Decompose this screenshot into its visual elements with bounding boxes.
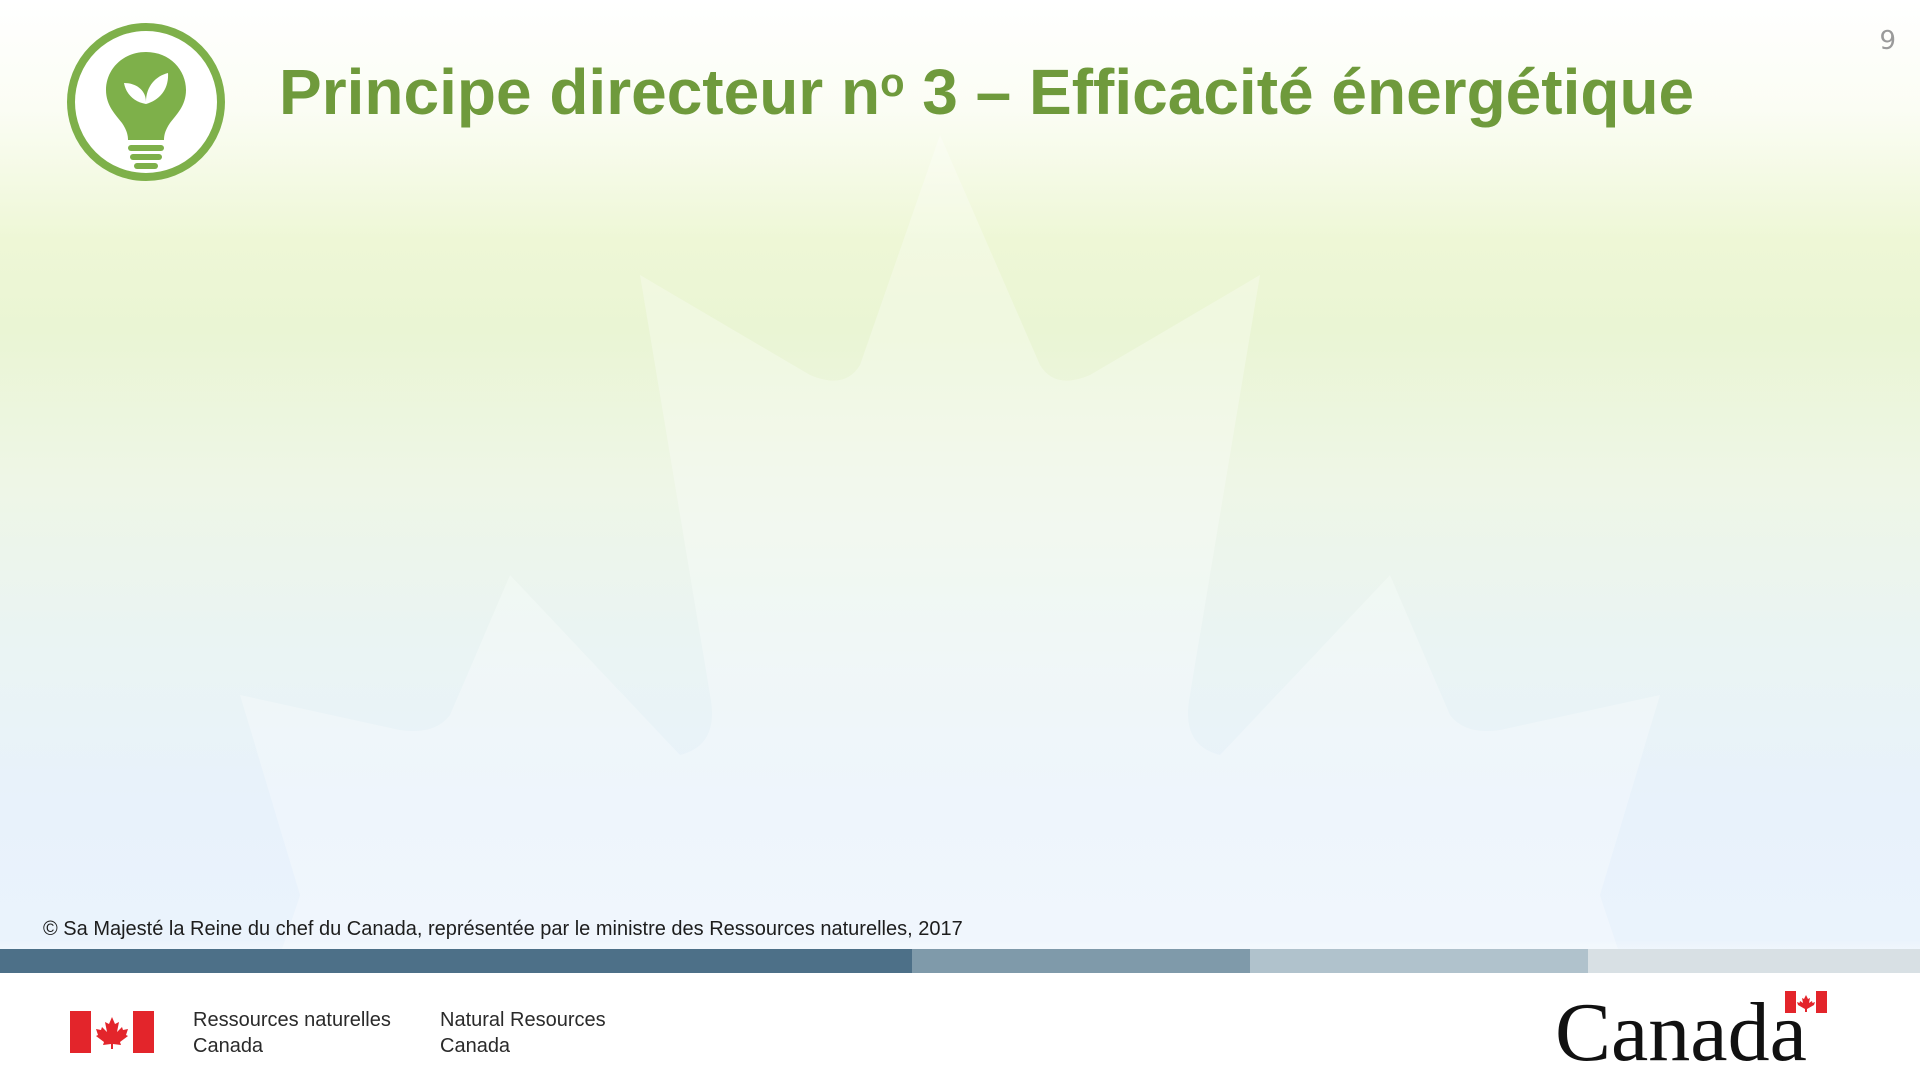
footer-color-bars bbox=[0, 949, 1920, 973]
lightbulb-leaf-icon bbox=[67, 23, 225, 181]
bar-segment-4 bbox=[1588, 949, 1920, 973]
bar-segment-3 bbox=[1250, 949, 1588, 973]
copyright-notice: © Sa Majesté la Reine du chef du Canada,… bbox=[43, 918, 963, 940]
department-fr-line-2: Canada bbox=[193, 1035, 264, 1057]
page-number: 9 bbox=[1879, 26, 1896, 56]
department-name-en: Natural Resources Canada bbox=[440, 1007, 606, 1059]
department-en-line-2: Canada bbox=[440, 1035, 511, 1057]
bar-segment-1 bbox=[0, 949, 912, 973]
title-rest: 3 – Efficacité énergétique bbox=[904, 56, 1695, 128]
wordmark-text: Canada bbox=[1555, 986, 1807, 1079]
bar-segment-2 bbox=[912, 949, 1250, 973]
canada-flag-icon bbox=[70, 1011, 154, 1053]
title-superscript: o bbox=[880, 61, 905, 105]
department-name-fr: Ressources naturelles Canada bbox=[193, 1007, 391, 1059]
footer: Ressources naturelles Canada Natural Res… bbox=[0, 973, 1920, 1080]
title-main: Principe directeur n bbox=[279, 56, 881, 128]
maple-leaf-watermark-icon bbox=[240, 135, 1660, 955]
slide-title: Principe directeur no 3 – Efficacité éne… bbox=[279, 55, 1694, 129]
wordmark-flag-icon bbox=[1785, 991, 1827, 1013]
department-fr-line-1: Ressources naturelles bbox=[193, 1009, 391, 1031]
canada-wordmark: Canada bbox=[1555, 991, 1830, 1075]
department-en-line-1: Natural Resources bbox=[440, 1009, 606, 1031]
